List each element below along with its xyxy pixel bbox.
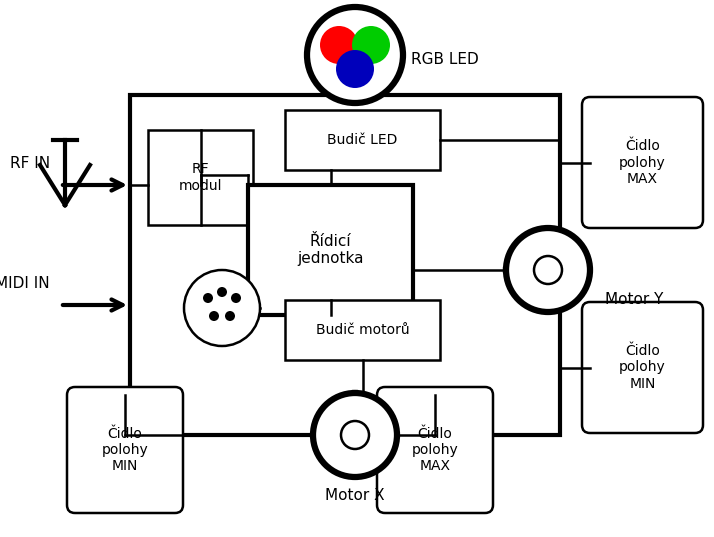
Text: Motor X: Motor X: [325, 488, 385, 503]
Circle shape: [534, 256, 562, 284]
Circle shape: [209, 311, 219, 321]
Text: Budič motorů: Budič motorů: [316, 323, 409, 337]
Text: RGB LED: RGB LED: [411, 53, 479, 68]
Bar: [285, 300, 440, 360]
Bar: [285, 110, 440, 170]
Circle shape: [320, 26, 358, 64]
Text: RF IN: RF IN: [10, 156, 50, 171]
FancyBboxPatch shape: [582, 97, 703, 228]
Circle shape: [313, 393, 397, 477]
Circle shape: [506, 228, 590, 312]
Bar: [148, 130, 253, 225]
Text: MIDI IN: MIDI IN: [0, 275, 50, 291]
Text: Čidlo
polohy
MAX: Čidlo polohy MAX: [619, 139, 666, 186]
Circle shape: [225, 311, 235, 321]
FancyBboxPatch shape: [582, 302, 703, 433]
Circle shape: [336, 50, 374, 88]
Text: Budič LED: Budič LED: [327, 133, 398, 147]
Text: RF
modul: RF modul: [178, 162, 222, 193]
Bar: [248, 185, 413, 315]
Text: Řídicí
jednotka: Řídicí jednotka: [297, 234, 363, 266]
FancyBboxPatch shape: [377, 387, 493, 513]
Circle shape: [307, 7, 403, 103]
Bar: [130, 95, 560, 435]
Circle shape: [203, 293, 213, 303]
Text: Čidlo
polohy
MAX: Čidlo polohy MAX: [412, 427, 458, 473]
FancyBboxPatch shape: [67, 387, 183, 513]
Circle shape: [352, 26, 390, 64]
Circle shape: [184, 270, 260, 346]
Text: Čidlo
polohy
MIN: Čidlo polohy MIN: [101, 427, 149, 473]
Circle shape: [217, 287, 227, 297]
Text: Motor Y: Motor Y: [605, 293, 663, 308]
Circle shape: [341, 421, 369, 449]
Circle shape: [231, 293, 241, 303]
Text: Čidlo
polohy
MIN: Čidlo polohy MIN: [619, 344, 666, 391]
